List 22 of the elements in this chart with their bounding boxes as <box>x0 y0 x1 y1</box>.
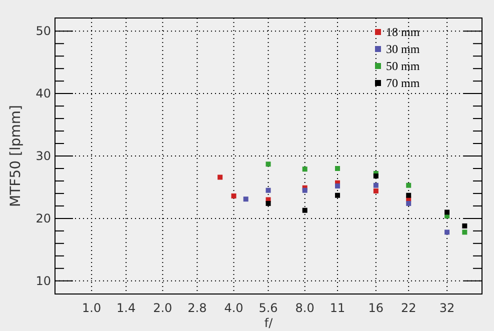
x-tick-label: 5.6 <box>258 301 278 315</box>
x-tick-label: 32 <box>439 301 455 315</box>
y-tick-label: 40 <box>36 86 51 101</box>
x-tick-label: 2.0 <box>153 301 172 315</box>
y-tick-label: 20 <box>36 211 51 226</box>
x-tick-label: 16 <box>368 301 384 315</box>
y-tick-label: 50 <box>36 24 51 38</box>
x-tick-label: 1.4 <box>116 301 136 315</box>
x-tick-label: 11 <box>330 301 346 315</box>
y-tick-label: 10 <box>36 274 51 288</box>
x-tick-label: 4.0 <box>224 301 244 315</box>
y-axis-title: MTF50 [lpmm] <box>8 105 24 207</box>
y-tick-label: 30 <box>36 149 51 163</box>
x-tick-label: 2.8 <box>188 301 207 315</box>
legend-label: 50 mm <box>386 59 420 73</box>
x-tick-label: 1.0 <box>82 301 102 315</box>
legend-label: 18 mm <box>386 25 420 39</box>
legend-label: 70 mm <box>386 76 420 90</box>
legend-label: 30 mm <box>386 42 420 56</box>
x-tick-label: 22 <box>400 301 416 315</box>
x-axis-title: f/ <box>264 316 274 330</box>
x-tick-label: 8.0 <box>295 301 314 315</box>
